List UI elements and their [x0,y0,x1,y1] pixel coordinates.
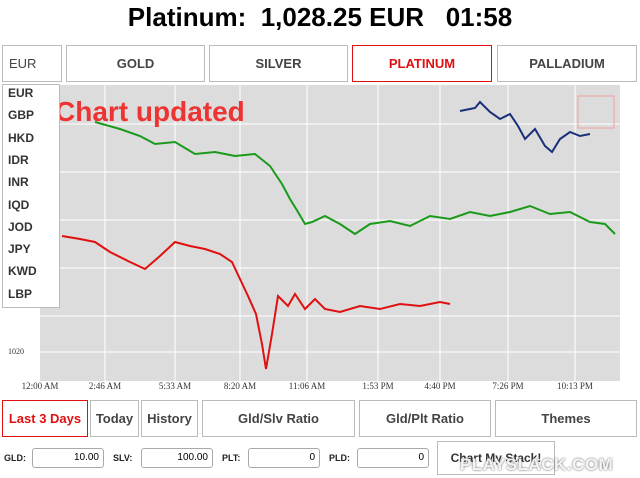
watermark: PLAYSLACK.COM [460,455,614,474]
platinum-line [61,235,451,370]
metal-tab[interactable]: SILVER [209,45,348,82]
action-tab[interactable]: Gld/Plt Ratio [359,400,491,437]
input-label: SLV: [113,453,133,463]
currency-option[interactable]: JPY [8,242,31,257]
currency-option[interactable]: EUR [8,86,34,100]
currency-option[interactable]: IQD [8,197,30,212]
x-label: 11:06 AM [288,381,326,391]
metal-tab[interactable]: PALLADIUM [497,45,637,82]
grid [40,85,620,381]
x-label: 1:53 PM [362,381,394,391]
amount-input[interactable]: 0 [248,448,320,468]
action-tab[interactable]: Today [90,400,139,437]
x-label: 7:26 PM [492,381,524,391]
x-label: 4:40 PM [424,381,456,391]
currency-option[interactable]: JOD [8,219,33,234]
plot-area [40,85,620,381]
action-tab[interactable]: History [141,400,198,437]
amount-input[interactable]: 0 [357,448,429,468]
currency-option[interactable]: IDR [8,152,29,167]
currency-option[interactable]: HKD [8,130,34,145]
currency-option[interactable]: LBP [8,286,32,301]
amount-input[interactable]: 10.00 [32,448,104,468]
action-tab[interactable]: Last 3 Days [2,400,88,437]
input-label: PLD: [329,453,350,463]
x-label: 2:46 AM [88,381,122,391]
notice: Chart updated [55,96,245,127]
x-label: 12:00 AM [21,381,59,391]
currency-select[interactable]: EUR [2,45,62,82]
action-tab[interactable]: Themes [495,400,637,437]
title: Platinum: 1,028.25 EUR 01:58 [127,2,513,32]
amount-input[interactable]: 100.00 [141,448,213,468]
currency-dropdown: EUR GBP HKD IDR INR IQD JOD JPY KWD LBP [2,84,60,308]
x-label: 8:20 AM [223,381,257,391]
x-label: 5:33 AM [158,381,192,391]
currency-option[interactable]: KWD [8,264,37,279]
chart [40,85,620,381]
input-label: PLT: [222,453,241,463]
currency-option[interactable]: INR [8,175,29,190]
x-label: 10:13 PM [557,381,593,391]
zoom-box[interactable] [577,95,615,129]
chart-stack-button[interactable]: Chart My Stack! [437,441,555,475]
currency-option[interactable]: GBP [8,108,35,123]
gold-line [94,121,616,236]
palladium-line [459,100,591,154]
action-tab[interactable]: Gld/Slv Ratio [202,400,355,437]
metal-tab[interactable]: PLATINUM [352,45,492,82]
y-label: 1020 [8,347,24,356]
metal-tab[interactable]: GOLD [66,45,205,82]
input-label: GLD: [4,453,26,463]
